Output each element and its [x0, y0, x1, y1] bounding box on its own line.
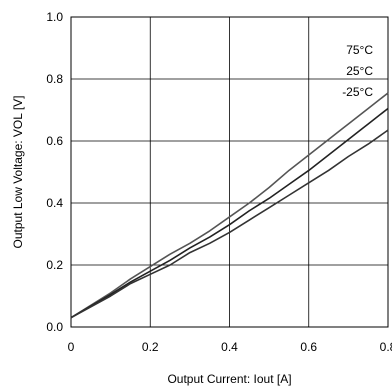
series-line-3	[70, 129, 389, 319]
x-axis-title: Output Current: Iout [A]	[167, 372, 291, 386]
x-tick-label: 0.6	[300, 340, 317, 354]
y-tick-label: 0.0	[46, 320, 63, 334]
series-line-2	[70, 107, 389, 319]
series-labels: 75°C 25°C -25°C	[342, 43, 373, 99]
x-tick-labels: 0 0.2 0.4 0.6 0.8	[68, 340, 392, 354]
y-tick-label: 0.6	[46, 134, 63, 148]
x-tick-label: 0.8	[380, 340, 392, 354]
plot-frame	[70, 16, 389, 328]
y-axis-title: Output Low Voltage: VOL [V]	[11, 96, 25, 249]
x-tick-label: 0.4	[221, 340, 238, 354]
series-label-3: -25°C	[342, 85, 373, 99]
series-label-1: 75°C	[346, 43, 373, 57]
series-label-2: 25°C	[346, 64, 373, 78]
series-line-1	[70, 92, 389, 319]
x-tick-label: 0.2	[142, 340, 159, 354]
y-tick-label: 1.0	[46, 10, 63, 24]
grid-layer	[70, 16, 389, 328]
y-tick-label: 0.8	[46, 72, 63, 86]
series-layer	[70, 92, 389, 319]
y-tick-labels: 0.0 0.2 0.4 0.6 0.8 1.0	[46, 10, 63, 334]
x-tick-label: 0	[68, 340, 75, 354]
y-tick-label: 0.2	[46, 258, 63, 272]
y-tick-label: 0.4	[46, 196, 63, 210]
